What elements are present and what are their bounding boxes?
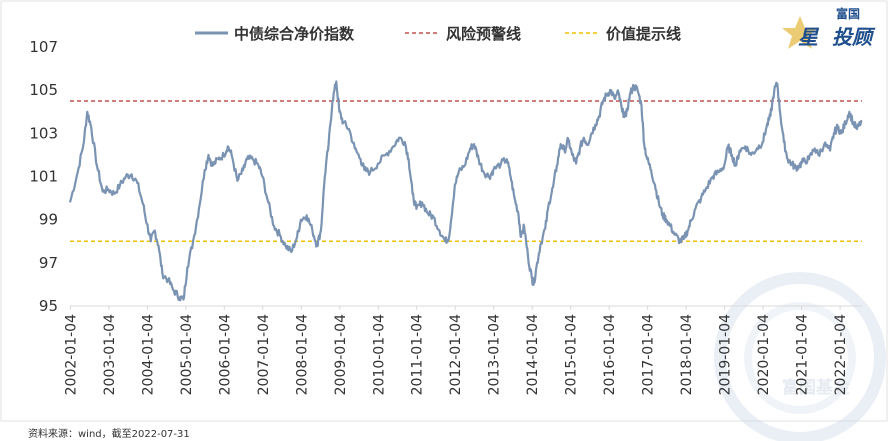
x-tick-label: 2020-01-04 <box>756 314 772 395</box>
x-tick-label: 2022-01-04 <box>833 314 849 395</box>
y-tick-label: 101 <box>29 168 58 186</box>
x-tick-label: 2018-01-04 <box>679 314 695 395</box>
index-series-line <box>68 80 863 302</box>
y-tick-label: 107 <box>29 38 58 56</box>
y-tick-label: 97 <box>39 254 58 272</box>
brand-main-text: 投顾 <box>832 25 876 49</box>
x-tick-label: 2007-01-04 <box>256 314 272 395</box>
x-tick-label: 2008-01-04 <box>294 314 310 395</box>
y-tick-label: 105 <box>29 81 58 99</box>
x-tick-label: 2010-01-04 <box>371 314 387 395</box>
x-tick-label: 2011-01-04 <box>410 314 426 395</box>
y-tick-label: 99 <box>39 211 58 229</box>
y-axis: 95 97 99 101 103 105 107 <box>29 38 58 315</box>
x-tick-label: 2006-01-04 <box>217 314 233 395</box>
x-tick-label: 2019-01-04 <box>718 314 734 395</box>
y-tick-label: 103 <box>29 124 58 142</box>
x-tick-label: 2002-01-04 <box>63 314 79 395</box>
legend-index-label: 中债综合净价指数 <box>234 25 355 43</box>
legend-warning-label: 风险预警线 <box>446 25 521 43</box>
x-axis: 2002-01-04 2003-01-04 2004-01-04 2005-01-04… <box>63 306 849 395</box>
x-tick-label: 2017-01-04 <box>641 314 657 395</box>
x-tick-label: 2003-01-04 <box>102 314 118 395</box>
x-tick-label: 2021-01-04 <box>795 314 811 395</box>
x-tick-label: 2015-01-04 <box>564 314 580 395</box>
x-tick-label: 2016-01-04 <box>602 314 618 395</box>
legend: 中债综合净价指数 风险预警线 价值提示线 <box>195 25 681 43</box>
y-tick-label: 95 <box>39 297 58 315</box>
watermark-ring-icon <box>714 272 886 441</box>
watermark-text: 富国基金 <box>782 377 851 398</box>
x-tick-label: 2005-01-04 <box>179 314 195 395</box>
x-tick-label: 2004-01-04 <box>140 314 156 395</box>
source-note: 资料来源：wind，截至2022-07-31 <box>28 429 190 440</box>
x-tick-label: 2013-01-04 <box>487 314 503 395</box>
x-tick-label: 2014-01-04 <box>525 314 541 395</box>
brand-logo: 富国 星 投顾 <box>782 6 876 49</box>
legend-value-label: 价值提示线 <box>606 25 681 43</box>
x-tick-label: 2012-01-04 <box>448 314 464 395</box>
brand-top-text: 富国 <box>836 6 860 21</box>
brand-star-text: 星 <box>798 25 820 49</box>
brand-star-icon <box>782 16 818 49</box>
chart-frame <box>0 0 888 422</box>
x-tick-label: 2009-01-04 <box>333 314 349 395</box>
